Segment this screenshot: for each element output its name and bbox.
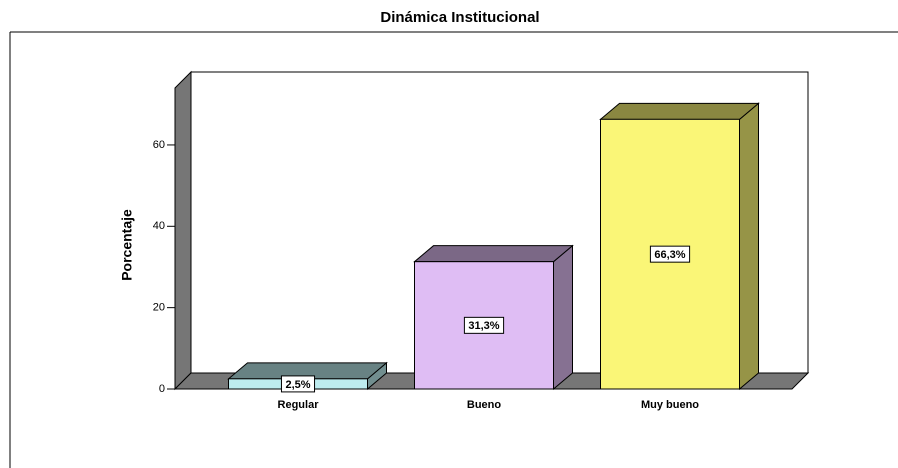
value-label-box	[463, 316, 505, 334]
bar-group: 66,3%	[599, 102, 760, 391]
bar-top	[413, 245, 574, 263]
x-tick-label: Muy bueno	[641, 399, 699, 411]
left-wall	[174, 70, 192, 391]
x-tick-label: Bueno	[467, 399, 502, 411]
bar-side	[553, 244, 573, 391]
value-label: 2,5%	[285, 379, 310, 391]
y-tick-label: 20	[153, 302, 165, 314]
y-tick-label: 60	[153, 139, 165, 151]
value-label-box	[280, 375, 316, 393]
value-label-box	[649, 245, 691, 263]
chart-title: Dinámica Institucional	[380, 9, 539, 26]
x-tick-label: Regular	[278, 399, 320, 411]
bar-top	[599, 102, 760, 120]
y-axis-label: Porcentaje	[119, 209, 135, 281]
value-label: 31,3%	[468, 320, 499, 332]
bar-side	[739, 102, 759, 391]
y-tick-label: 40	[153, 220, 165, 232]
y-tick-label: 0	[159, 383, 165, 395]
bar-group: 2,5%	[227, 361, 388, 393]
value-label: 66,3%	[654, 249, 685, 261]
bar-group: 31,3%	[413, 244, 574, 391]
